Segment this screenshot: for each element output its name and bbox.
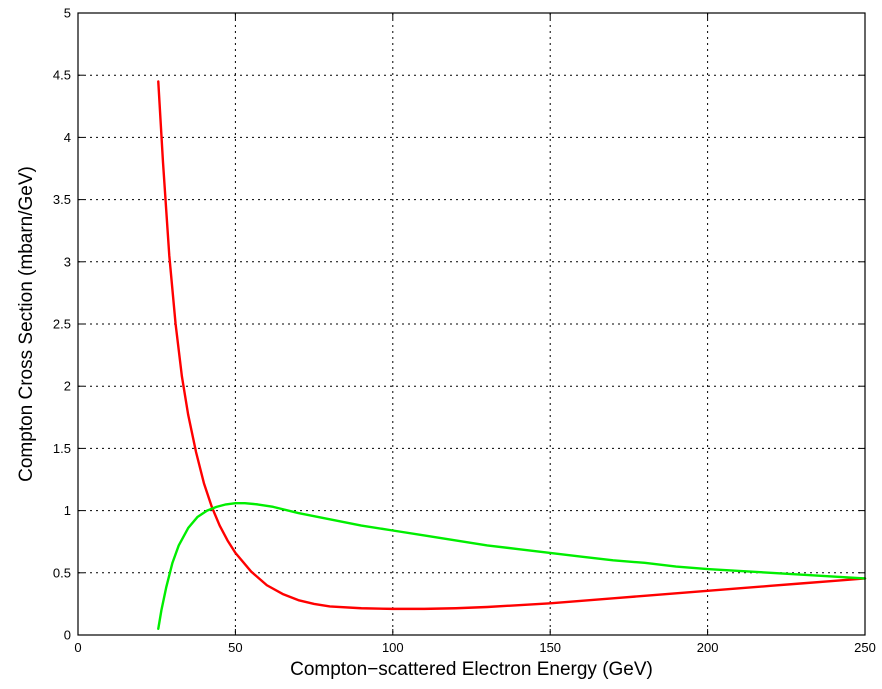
y-tick-label: 5 <box>64 6 71 21</box>
grid-lines <box>78 13 865 635</box>
y-tick-label: 1 <box>64 503 71 518</box>
y-axis-label: Compton Cross Section (mbarn/GeV) <box>16 166 37 482</box>
y-tick-label: 3 <box>64 254 71 269</box>
y-tick-label: 4.5 <box>53 68 71 83</box>
y-tick-label: 2.5 <box>53 317 71 332</box>
y-tick-label: 0 <box>64 628 71 643</box>
y-tick-label: 2 <box>64 379 71 394</box>
y-tick-label: 4 <box>64 130 71 145</box>
plot-frame <box>77 12 866 636</box>
y-tick-labels: 0 0.5 1 1.5 2 2.5 3 3.5 4 4.5 5 <box>53 6 71 643</box>
x-axis-label: Compton−scattered Electron Energy (GeV) <box>290 659 653 680</box>
x-tick-label: 250 <box>854 640 876 655</box>
series-group <box>157 80 867 630</box>
x-tick-label: 150 <box>539 640 561 655</box>
y-tick-label: 1.5 <box>53 441 71 456</box>
tick-marks <box>77 12 866 636</box>
x-tick-labels: 0 50 100 150 200 250 <box>74 640 875 655</box>
y-tick-label: 3.5 <box>53 192 71 207</box>
y-tick-label: 0.5 <box>53 565 71 580</box>
x-tick-label: 100 <box>382 640 404 655</box>
x-tick-label: 200 <box>697 640 719 655</box>
series-line-2 <box>157 501 867 630</box>
series-line-1 <box>157 80 867 611</box>
x-tick-label: 50 <box>228 640 242 655</box>
x-tick-label: 0 <box>74 640 81 655</box>
